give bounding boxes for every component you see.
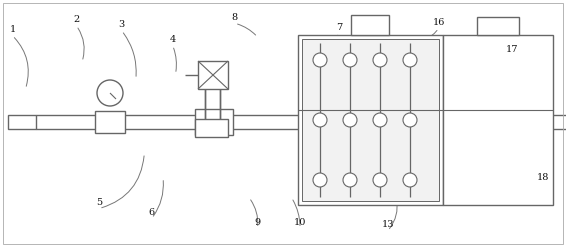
Bar (195, 119, 228, 137)
Bar (443, 35, 553, 205)
Circle shape (313, 173, 327, 187)
Text: 16: 16 (432, 18, 445, 27)
Text: 2: 2 (73, 15, 80, 24)
Circle shape (373, 173, 387, 187)
Bar (198, 61, 228, 89)
Bar (302, 39, 439, 201)
Text: 9: 9 (255, 218, 260, 227)
Bar (95, 111, 125, 133)
Text: 5: 5 (96, 198, 102, 207)
Circle shape (343, 113, 357, 127)
Bar (477, 17, 519, 35)
Circle shape (343, 53, 357, 67)
Text: 13: 13 (381, 220, 394, 229)
Bar (195, 109, 233, 135)
Circle shape (373, 53, 387, 67)
Text: 18: 18 (537, 173, 550, 182)
Circle shape (313, 53, 327, 67)
Text: 3: 3 (118, 20, 125, 29)
Circle shape (403, 113, 417, 127)
Circle shape (343, 173, 357, 187)
Text: 4: 4 (169, 35, 176, 44)
Circle shape (97, 80, 123, 106)
Text: 6: 6 (149, 208, 155, 217)
Text: 7: 7 (336, 23, 343, 32)
Bar (298, 35, 443, 205)
Text: 10: 10 (294, 218, 306, 227)
Circle shape (313, 113, 327, 127)
Circle shape (373, 113, 387, 127)
Circle shape (403, 173, 417, 187)
Bar (351, 15, 389, 35)
Text: 8: 8 (232, 13, 238, 22)
Text: 1: 1 (9, 25, 16, 34)
Bar (8, 115, 36, 129)
Circle shape (403, 53, 417, 67)
Text: 17: 17 (506, 45, 518, 54)
